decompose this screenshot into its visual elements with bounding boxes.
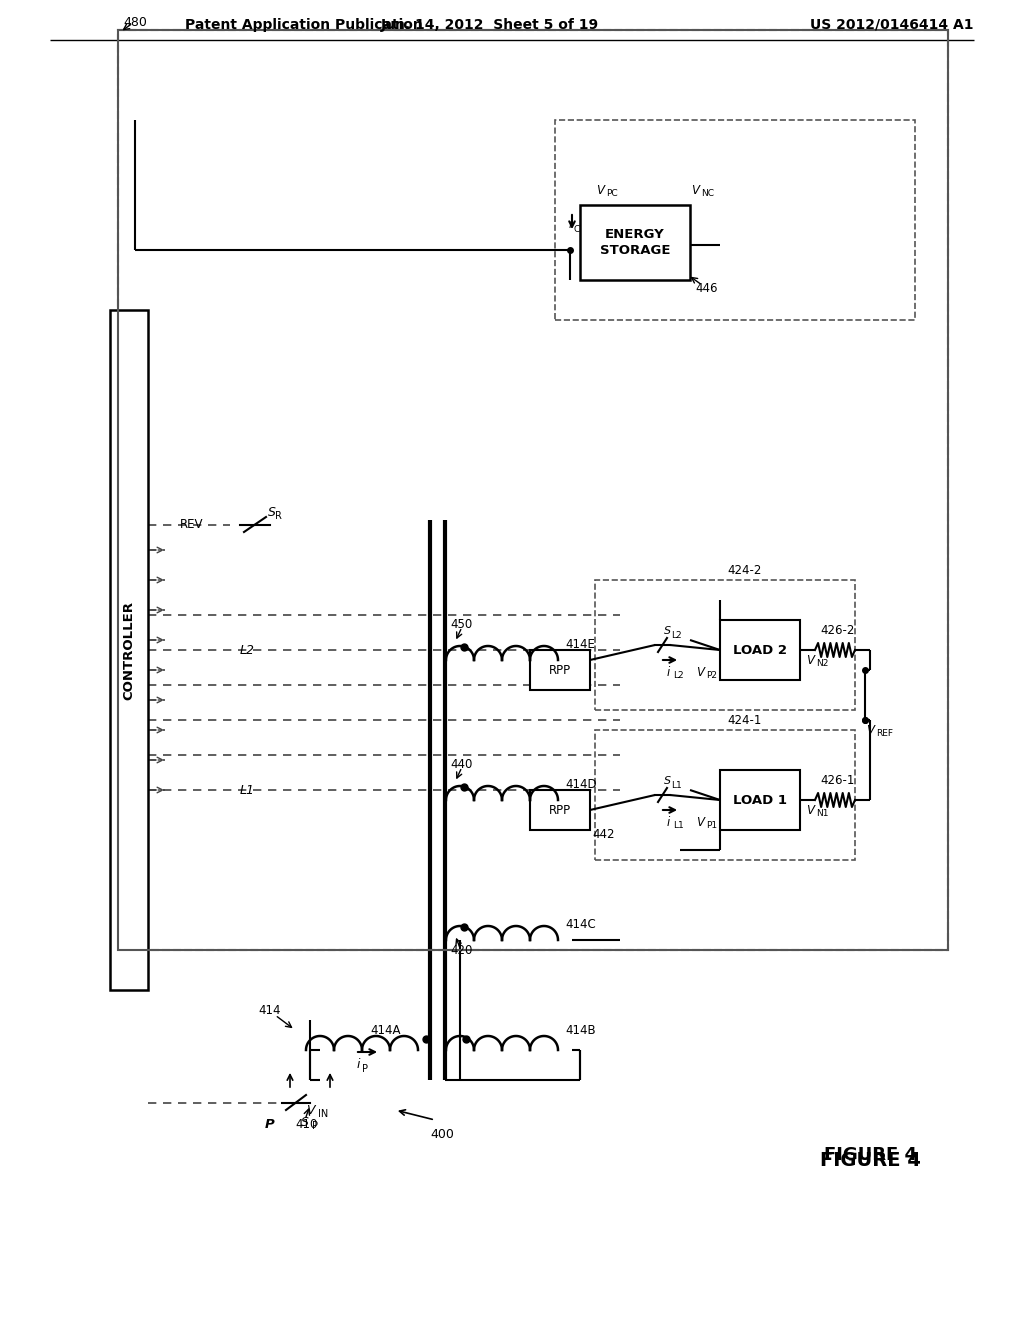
Text: P: P bbox=[312, 1121, 318, 1131]
Bar bbox=[720, 770, 800, 830]
Text: S: S bbox=[301, 1117, 309, 1130]
Text: P1: P1 bbox=[706, 821, 717, 830]
Bar bbox=[555, 120, 915, 319]
Bar bbox=[530, 649, 590, 690]
Text: 480: 480 bbox=[123, 16, 146, 29]
Text: V: V bbox=[306, 1104, 314, 1117]
Text: 450: 450 bbox=[450, 619, 472, 631]
Text: 446: 446 bbox=[695, 281, 718, 294]
Text: V: V bbox=[806, 653, 814, 667]
Text: L2: L2 bbox=[671, 631, 682, 639]
Bar bbox=[580, 205, 690, 280]
Text: 414B: 414B bbox=[565, 1023, 596, 1036]
Text: C: C bbox=[574, 224, 581, 234]
Bar bbox=[110, 310, 148, 990]
Text: V: V bbox=[696, 665, 705, 678]
Text: 442: 442 bbox=[592, 829, 614, 842]
Text: S: S bbox=[664, 626, 671, 636]
Text: RPP: RPP bbox=[549, 664, 571, 676]
Text: N1: N1 bbox=[816, 809, 828, 818]
Text: REV: REV bbox=[180, 519, 204, 532]
Bar bbox=[118, 30, 948, 950]
Text: Patent Application Publication: Patent Application Publication bbox=[185, 18, 423, 32]
Text: 424-1: 424-1 bbox=[728, 714, 762, 726]
Text: 414E: 414E bbox=[565, 639, 595, 652]
Text: CONTROLLER: CONTROLLER bbox=[123, 601, 135, 700]
Bar bbox=[118, 30, 948, 950]
Text: STORAGE: STORAGE bbox=[600, 244, 671, 257]
Bar bbox=[595, 730, 855, 861]
Text: i: i bbox=[356, 1059, 359, 1072]
Text: L1: L1 bbox=[673, 821, 684, 830]
Text: V: V bbox=[691, 183, 699, 197]
Text: R: R bbox=[275, 511, 282, 521]
Bar bbox=[530, 789, 590, 830]
Text: V: V bbox=[696, 816, 705, 829]
Text: PC: PC bbox=[606, 190, 617, 198]
Text: NC: NC bbox=[701, 190, 714, 198]
Text: 400: 400 bbox=[430, 1129, 454, 1142]
Text: 414A: 414A bbox=[370, 1023, 400, 1036]
Text: V: V bbox=[806, 804, 814, 817]
Text: REF: REF bbox=[876, 730, 893, 738]
Text: FIGURE 4: FIGURE 4 bbox=[819, 1151, 921, 1170]
Text: 424-2: 424-2 bbox=[728, 564, 762, 577]
Text: L1: L1 bbox=[240, 784, 255, 796]
Text: 410: 410 bbox=[295, 1118, 317, 1131]
Text: V: V bbox=[596, 183, 604, 197]
Text: L2: L2 bbox=[240, 644, 255, 656]
Text: 426-2: 426-2 bbox=[820, 623, 854, 636]
Text: US 2012/0146414 A1: US 2012/0146414 A1 bbox=[810, 18, 974, 32]
Text: S: S bbox=[664, 776, 671, 785]
Text: V: V bbox=[866, 723, 874, 737]
Text: IN: IN bbox=[318, 1109, 329, 1119]
Text: 414D: 414D bbox=[565, 779, 597, 792]
Text: P: P bbox=[362, 1064, 368, 1074]
Text: 426-1: 426-1 bbox=[820, 774, 854, 787]
Text: i: i bbox=[667, 816, 670, 829]
Text: RPP: RPP bbox=[549, 804, 571, 817]
Text: P: P bbox=[265, 1118, 274, 1131]
Text: L2: L2 bbox=[673, 672, 684, 681]
Text: S: S bbox=[268, 506, 275, 519]
Text: i: i bbox=[667, 665, 670, 678]
Text: 414: 414 bbox=[259, 1003, 282, 1016]
Text: 420: 420 bbox=[450, 944, 472, 957]
Text: 414C: 414C bbox=[565, 919, 596, 932]
Bar bbox=[720, 620, 800, 680]
Text: LOAD 2: LOAD 2 bbox=[733, 644, 787, 656]
Text: i: i bbox=[568, 219, 571, 231]
Text: ENERGY: ENERGY bbox=[605, 228, 665, 242]
Text: FIGURE 4: FIGURE 4 bbox=[823, 1146, 916, 1164]
Text: P2: P2 bbox=[706, 672, 717, 681]
Text: N2: N2 bbox=[816, 660, 828, 668]
Text: L1: L1 bbox=[671, 780, 682, 789]
Text: Jun. 14, 2012  Sheet 5 of 19: Jun. 14, 2012 Sheet 5 of 19 bbox=[381, 18, 599, 32]
Bar bbox=[595, 579, 855, 710]
Text: 440: 440 bbox=[450, 759, 472, 771]
Text: LOAD 1: LOAD 1 bbox=[733, 793, 787, 807]
